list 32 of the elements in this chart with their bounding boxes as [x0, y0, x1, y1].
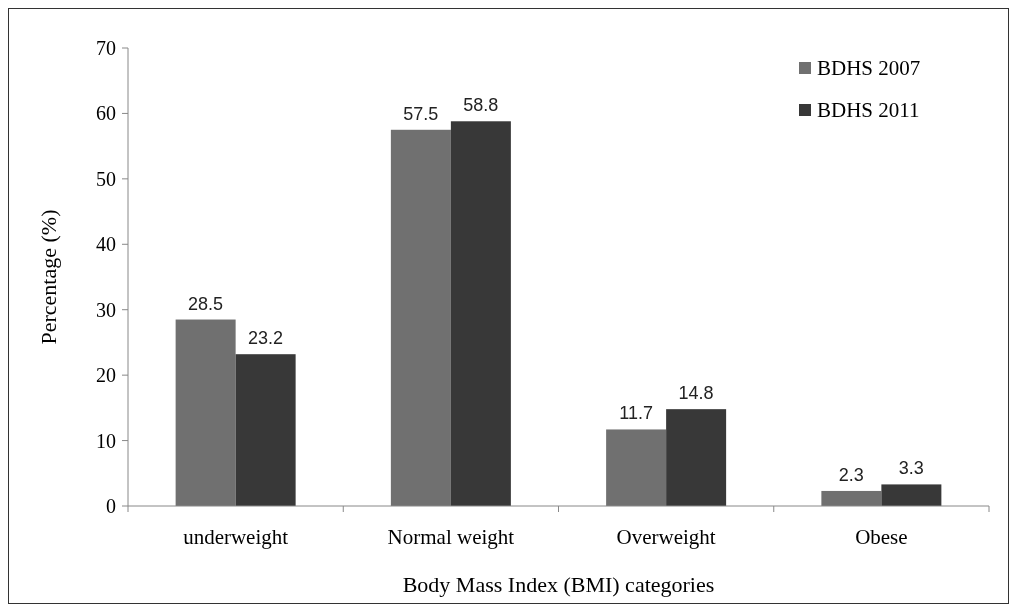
x-tick-label: Obese [855, 525, 908, 549]
data-label: 14.8 [678, 383, 714, 404]
bar [390, 129, 451, 506]
y-tick-label: 70 [96, 37, 116, 59]
y-tick-label: 0 [106, 495, 116, 517]
y-tick-label: 20 [96, 364, 116, 387]
data-label: 57.5 [403, 103, 439, 124]
bar [235, 354, 296, 506]
bar [450, 121, 511, 506]
data-label: 23.2 [248, 328, 284, 349]
bar [666, 409, 727, 506]
x-tick-label: underweight [183, 525, 289, 549]
x-tick-label: Normal weight [387, 525, 515, 549]
y-tick-label: 40 [96, 233, 116, 256]
legend-label: BDHS 2011 [817, 98, 920, 123]
data-label: 3.3 [898, 458, 924, 479]
y-tick-label: 30 [96, 298, 116, 321]
bar [821, 490, 882, 506]
data-label: 2.3 [838, 464, 864, 485]
bar [175, 319, 236, 506]
y-axis-title: Percentage (%) [36, 209, 61, 345]
legend-label: BDHS 2007 [817, 56, 921, 81]
x-axis-title: Body Mass Index (BMI) categories [402, 572, 715, 597]
bar [881, 484, 942, 506]
data-label: 58.8 [463, 95, 499, 116]
y-tick-label: 60 [96, 102, 116, 125]
y-tick-label: 10 [96, 429, 116, 452]
data-label: 11.7 [619, 403, 653, 424]
bar [606, 429, 667, 506]
data-label: 28.5 [188, 293, 224, 314]
x-tick-label: Overweight [616, 525, 716, 549]
y-tick-label: 50 [96, 167, 116, 190]
